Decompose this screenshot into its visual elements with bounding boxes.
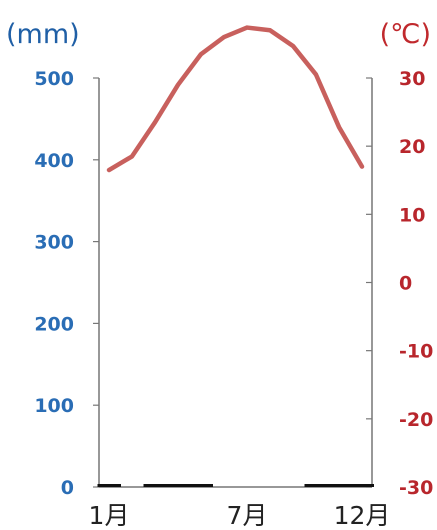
precipitation-bar	[189, 484, 213, 487]
left-axis: 0 100 200 300 400 500	[34, 68, 99, 499]
left-tick-label: 100	[34, 395, 74, 417]
precipitation-bar	[143, 484, 167, 487]
left-tick-label: 300	[34, 232, 74, 254]
right-tick-label: 20	[399, 136, 425, 158]
plot-frame	[98, 78, 373, 488]
temperature-line	[106, 25, 365, 173]
right-tick-label: 10	[399, 204, 425, 226]
precipitation-bars	[97, 484, 374, 487]
precipitation-bar	[327, 484, 351, 487]
precipitation-bar	[97, 484, 121, 487]
right-tick-label: -30	[399, 477, 433, 499]
x-tick-label: 7月	[227, 501, 268, 530]
right-tick-label: 30	[399, 68, 425, 90]
right-axis-unit: (℃)	[380, 19, 431, 50]
left-tick-label: 200	[34, 313, 74, 335]
temperature-line-group	[106, 25, 365, 173]
right-axis: -30 -20 -10 0 10 20 30	[366, 68, 433, 499]
precipitation-bar	[304, 484, 328, 487]
x-axis: 1月 7月 12月	[89, 501, 391, 530]
right-tick-label: -10	[399, 341, 433, 363]
right-tick-label: -20	[399, 409, 433, 431]
left-tick-label: 0	[61, 477, 74, 499]
x-tick-label: 12月	[334, 501, 391, 530]
x-tick-label: 1月	[89, 501, 130, 530]
right-tick-label: 0	[399, 273, 412, 295]
left-axis-unit: (mm)	[6, 19, 80, 50]
precipitation-bar	[166, 484, 190, 487]
left-tick-label: 500	[34, 68, 74, 90]
precipitation-bar	[350, 484, 374, 487]
left-tick-label: 400	[34, 150, 74, 172]
